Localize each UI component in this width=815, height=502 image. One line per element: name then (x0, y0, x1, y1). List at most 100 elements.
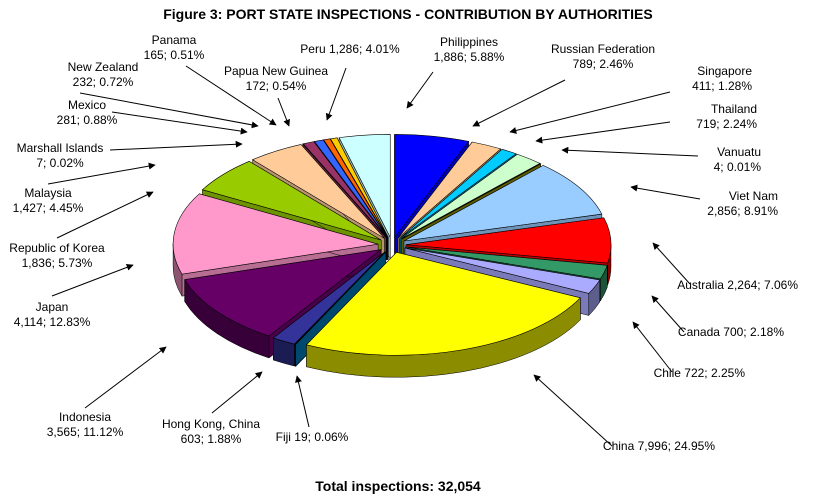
leader-line-fiji (295, 375, 310, 428)
slice-label-line: 3,565; 11.12% (47, 425, 124, 439)
slice-label-marshall-islands: Marshall Islands 7; 0.02% (17, 141, 104, 170)
slice-label-vanuatu: Vanuatu 4; 0.01% (714, 145, 762, 174)
leader-line-panama (185, 65, 277, 126)
slice-label-mexico: Mexico 281; 0.88% (57, 98, 118, 127)
slice-label-chile: Chile 722; 2.25% (654, 366, 746, 380)
slice-label-line: Australia 2,264; 7.06% (677, 278, 798, 292)
chart-title: Figure 3: PORT STATE INSPECTIONS - CONTR… (163, 6, 653, 22)
slice-label-line: Thailand (711, 102, 757, 116)
slice-label-line: 281; 0.88% (57, 113, 118, 127)
slice-top-thailand (400, 153, 541, 240)
slice-label-new-zealand: New Zealand 232; 0.72% (68, 60, 139, 89)
slice-top-marshall-islands (302, 143, 387, 239)
leader-line-peru (325, 67, 347, 121)
leader-line-philippines (406, 71, 434, 109)
slice-top-viet-nam (403, 165, 603, 242)
slice-label-line: 1,886; 5.88% (434, 50, 505, 64)
slice-label-peru: Peru 1,286; 4.01% (300, 42, 400, 56)
slice-label-line: 1,427; 4.45% (13, 201, 84, 215)
leader-line-singapore (509, 91, 671, 134)
slice-label-line: 165; 0.51% (144, 48, 205, 62)
slice-label-line: Japan (36, 300, 69, 314)
slice-top-indonesia (184, 249, 382, 337)
slice-label-panama: Panama 165; 0.51% (144, 33, 205, 62)
leader-line-russian-federation (472, 79, 566, 127)
leader-line-republic-of-korea (56, 191, 154, 239)
slice-label-line: 789; 2.46% (573, 57, 634, 71)
slice-top-singapore (399, 148, 517, 239)
slice-labels: Philippines 1,886; 5.88% Russian Federatio… (9, 33, 798, 453)
total-inspections: Total inspections: 32,054 (315, 478, 481, 494)
slice-label-malaysia: Malaysia 1,427; 4.45% (13, 186, 84, 215)
slice-label-singapore: Singapore 411; 1.28% (692, 64, 752, 93)
slice-label-line: 232; 0.72% (73, 75, 134, 89)
slice-label-line: 719; 2.24% (696, 117, 757, 131)
slice-top-new-zealand (313, 139, 388, 238)
leader-line-hong-kong-china (211, 371, 263, 414)
slice-label-line: 603; 1.88% (181, 432, 242, 446)
slice-label-line: Viet Nam (729, 189, 778, 203)
slice-label-line: Singapore (697, 64, 752, 78)
slice-label-line: Marshall Islands (17, 141, 104, 155)
slice-label-line: China 7,996; 24.95% (603, 439, 715, 453)
slice-label-line: 1,836; 5.73% (22, 256, 93, 270)
slice-label-line: Russian Federation (551, 42, 655, 56)
slice-top-republic-of-korea (201, 160, 382, 241)
slice-top-fiji (294, 251, 387, 345)
slice-label-thailand: Thailand 719; 2.24% (696, 102, 757, 131)
slice-label-line: 4; 0.01% (714, 160, 762, 174)
leader-line-australia (652, 242, 691, 285)
slice-top-philippines (394, 134, 470, 239)
slice-label-line: Mexico (68, 98, 106, 112)
slice-label-line: Philippines (440, 35, 498, 49)
slice-top-canada (405, 246, 608, 280)
slice-top-australia (405, 217, 612, 264)
pie-slices (172, 134, 612, 378)
slice-label-australia: Australia 2,264; 7.06% (677, 278, 798, 292)
slice-label-line: Canada 700; 2.18% (678, 325, 784, 339)
slice-label-line: 4,114; 12.83% (14, 315, 91, 329)
slice-label-line: Indonesia (59, 410, 111, 424)
slice-label-viet-nam: Viet Nam 2,856; 8.91% (707, 189, 778, 218)
slice-top-malaysia (251, 144, 385, 239)
slice-top-russian-federation (397, 141, 502, 239)
slice-label-line: Malaysia (24, 186, 72, 200)
slice-label-line: Hong Kong, China (162, 417, 260, 431)
slice-top-china (305, 251, 581, 356)
slice-label-line: 172; 0.54% (246, 79, 307, 93)
slice-top-hong-kong-china (272, 251, 386, 345)
slice-label-philippines: Philippines 1,886; 5.88% (434, 35, 505, 64)
slice-top-chile (404, 247, 601, 294)
slice-label-line: Chile 722; 2.25% (654, 366, 746, 380)
leader-line-papua-new-guinea (277, 97, 290, 127)
leader-line-new-zealand (79, 92, 259, 129)
slice-label-fiji: Fiji 19; 0.06% (276, 430, 349, 444)
slice-top-vanuatu (401, 163, 542, 240)
slice-top-mexico (302, 141, 387, 239)
slice-china (305, 251, 581, 378)
slice-label-line: Panama (152, 33, 197, 47)
slice-top-peru (338, 134, 391, 238)
leader-line-thailand (535, 121, 671, 144)
slice-label-papua-new-guinea: Papua New Guinea 172; 0.54% (224, 64, 328, 93)
leader-line-vanuatu (561, 146, 699, 157)
slice-label-line: New Zealand (68, 60, 139, 74)
slice-top-japan (172, 193, 379, 275)
slice-label-china: China 7,996; 24.95% (603, 439, 715, 453)
slice-label-line: 7; 0.02% (36, 156, 84, 170)
leader-line-canada (651, 295, 685, 333)
leader-line-chile (632, 321, 673, 373)
slice-outer-wall (294, 343, 297, 367)
slice-top-papua-new-guinea (330, 137, 389, 238)
slice-label-line: 2,856; 8.91% (707, 204, 778, 218)
leader-line-mexico (111, 111, 248, 135)
slice-label-line: Peru 1,286; 4.01% (300, 42, 400, 56)
slice-top-panama (323, 138, 389, 238)
leader-line-marshall-islands (109, 140, 243, 151)
leader-line-china (533, 374, 613, 447)
slice-label-republic-of-korea: Republic of Korea 1,836; 5.73% (9, 241, 105, 270)
slice-label-canada: Canada 700; 2.18% (678, 325, 784, 339)
leader-line-japan (51, 263, 134, 297)
leader-line-indonesia (84, 346, 167, 409)
